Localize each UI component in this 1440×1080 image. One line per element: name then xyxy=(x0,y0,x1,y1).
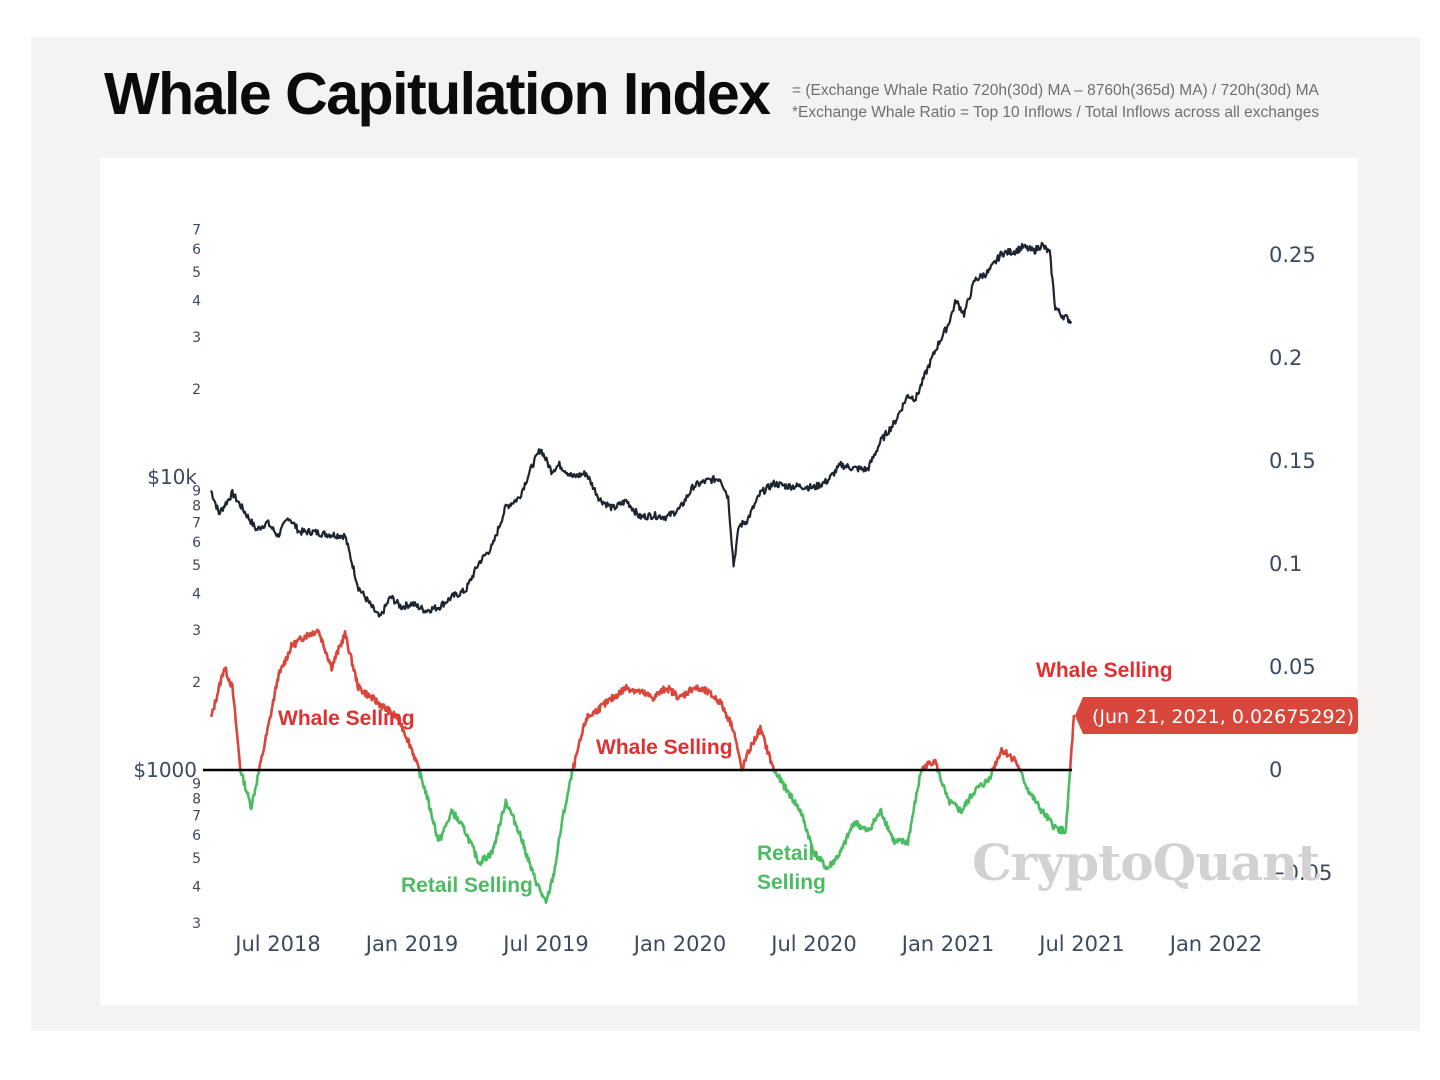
left-tick-label-5: 2 xyxy=(192,382,201,398)
left-tick-label-20: 5 xyxy=(192,851,201,867)
plot-panel xyxy=(100,158,1358,1005)
watermark: CryptoQuant xyxy=(972,833,1320,892)
x-tick-label-2: Jul 2019 xyxy=(501,932,588,956)
right-tick-label-4: 0.05 xyxy=(1269,655,1316,679)
right-tick-label-6: −0.05 xyxy=(1268,861,1332,885)
right-tick-label-5: 0 xyxy=(1269,758,1282,782)
left-tick-label-14: 2 xyxy=(192,675,201,691)
left-tick-label-15: $1000 xyxy=(133,758,197,782)
x-tick-label-3: Jan 2020 xyxy=(632,932,727,956)
right-axis: 0.25 0.2 0.15 0.1 0.05 0 −0.05 xyxy=(1268,243,1332,885)
annotation-whale-selling-1: Whale Selling xyxy=(278,707,415,730)
index-negative-segment-9 xyxy=(936,769,994,815)
annotations: Whale Selling Whale Selling Whale Sellin… xyxy=(278,659,1173,897)
index-positive-segment-4 xyxy=(571,683,743,771)
left-tick-label-1: 6 xyxy=(192,242,201,258)
right-tick-label-3: 0.1 xyxy=(1269,552,1302,576)
left-tick-label-0: 7 xyxy=(192,222,201,238)
x-tick-label-1: Jan 2019 xyxy=(364,932,459,956)
index-positive-segment-8 xyxy=(920,758,939,771)
left-tick-label-21: 4 xyxy=(192,880,201,896)
left-tick-label-19: 6 xyxy=(192,828,201,844)
annotation-retail-line2: Selling xyxy=(757,871,826,894)
tooltip-background xyxy=(1075,697,1358,734)
left-tick-label-17: 8 xyxy=(192,791,201,807)
right-tick-label-2: 0.15 xyxy=(1269,449,1316,473)
annotation-whale-selling-3: Whale Selling xyxy=(1036,659,1173,682)
chart-subtitle: = (Exchange Whale Ratio 720h(30d) MA – 8… xyxy=(792,80,1319,124)
left-tick-label-11: 5 xyxy=(192,558,201,574)
index-positive-segment-16 xyxy=(1068,714,1076,771)
subtitle-formula: = (Exchange Whale Ratio 720h(30d) MA – 8… xyxy=(792,82,1319,99)
tooltip-text: (Jun 21, 2021, 0.02675292) xyxy=(1092,706,1354,728)
index-negative-segment-1 xyxy=(239,769,261,811)
left-tick-label-12: 4 xyxy=(192,587,201,603)
right-tick-label-0: 0.25 xyxy=(1269,243,1316,267)
price-series-line xyxy=(209,241,1073,618)
x-tick-label-0: Jul 2018 xyxy=(233,932,320,956)
left-tick-label-3: 4 xyxy=(192,294,201,310)
chart-title: Whale Capitulation Index xyxy=(104,61,771,127)
left-tick-label-13: 3 xyxy=(192,623,201,639)
x-tick-label-6: Jul 2021 xyxy=(1037,932,1124,956)
right-tick-label-1: 0.2 xyxy=(1269,346,1302,370)
tooltip[interactable]: (Jun 21, 2021, 0.02675292) xyxy=(1075,697,1358,734)
series-layer xyxy=(209,241,1076,905)
left-tick-label-4: 3 xyxy=(192,330,201,346)
annotation-retail-selling-1: Retail Selling xyxy=(401,874,533,897)
index-positive-segment-2 xyxy=(257,628,421,772)
left-tick-label-6: $10k xyxy=(147,465,197,489)
annotation-retail-line1: Retail xyxy=(757,842,814,865)
left-tick-label-7: 9 xyxy=(192,483,201,499)
x-tick-label-5: Jan 2021 xyxy=(900,932,995,956)
index-negative-segment-7 xyxy=(772,769,924,871)
left-tick-label-9: 7 xyxy=(192,515,201,531)
left-tick-label-18: 7 xyxy=(192,808,201,824)
left-tick-label-22: 3 xyxy=(192,916,201,932)
index-negative-segment-15 xyxy=(1019,769,1072,835)
x-tick-label-4: Jul 2020 xyxy=(769,932,856,956)
index-positive-segment-0 xyxy=(209,666,242,771)
x-tick-label-7: Jan 2022 xyxy=(1168,932,1263,956)
index-positive-segment-12 xyxy=(991,746,1021,771)
left-tick-label-16: 9 xyxy=(192,776,201,792)
index-negative-segment-3 xyxy=(417,769,575,905)
subtitle-footnote: *Exchange Whale Ratio = Top 10 Inflows /… xyxy=(792,104,1320,121)
annotation-whale-selling-2: Whale Selling xyxy=(596,736,733,759)
left-tick-label-10: 6 xyxy=(192,535,201,551)
index-positive-segment-6 xyxy=(740,724,775,771)
left-tick-label-8: 8 xyxy=(192,498,201,514)
x-axis: Jul 2018 Jan 2019 Jul 2019 Jan 2020 Jul 2020… xyxy=(233,932,1262,956)
left-tick-label-2: 5 xyxy=(192,265,201,281)
